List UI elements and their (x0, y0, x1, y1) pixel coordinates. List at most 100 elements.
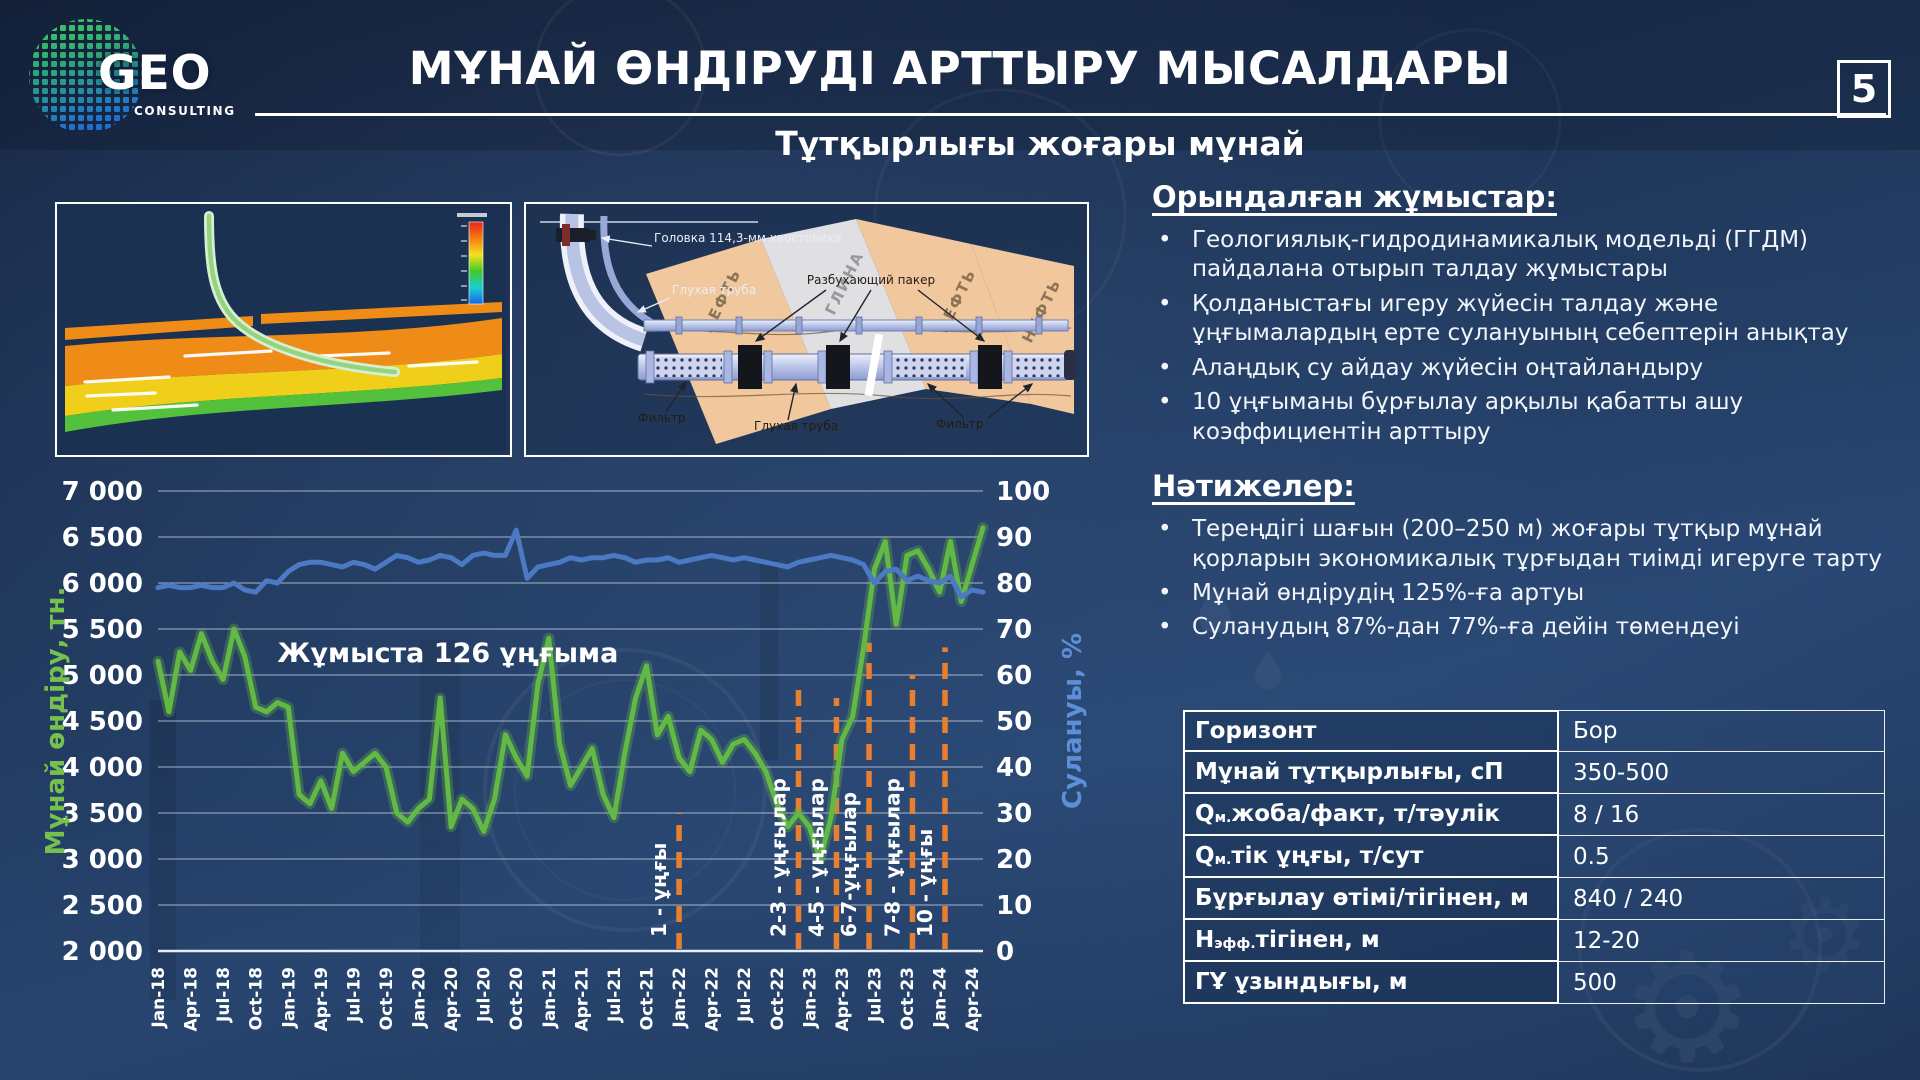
water-cut-line (155, 527, 986, 600)
completed-works-heading: Орындалған жұмыстар: (1152, 180, 1557, 214)
y-right-tick: 40 (996, 753, 1032, 783)
y-right-tick: 30 (996, 799, 1032, 829)
wells-in-operation-annotation: Жұмыста 126 ұңғыма (277, 638, 618, 669)
x-tick: Oct-21 (638, 967, 658, 1030)
blind-pipe-bottom-label: Глухая труба (754, 419, 838, 433)
value-cell: 500 (1559, 962, 1885, 1004)
x-tick: Apr-22 (703, 967, 723, 1031)
right-column: Орындалған жұмыстар: • Геологиялық-гидрод… (1152, 180, 1882, 648)
well-completion-schematic: НЕФТЬ ГЛИНА НЕФТЬ НЕФТЬ (524, 202, 1089, 457)
y-right-tick: 20 (996, 845, 1032, 875)
y-right-tick: 100 (996, 477, 1050, 507)
bullet-item: • Мұнай өндірудің 125%-ға артуы (1158, 579, 1585, 606)
value-cell: 8 / 16 (1559, 794, 1885, 836)
y-left-tick: 6 500 (62, 523, 143, 553)
pipe-collars (645, 350, 1013, 384)
x-tick: Jul-21 (605, 967, 625, 1023)
x-tick: Jul-20 (475, 967, 495, 1023)
filter-right-label: Фильтр (936, 417, 983, 431)
horizontal-wells (83, 349, 479, 412)
x-tick: Apr-24 (963, 967, 983, 1032)
x-tick: Oct-18 (247, 967, 267, 1030)
liner-toe (1064, 350, 1076, 380)
production-chart: 7 000 100 6 500 90 6 000 80 5 500 70 5 000 60 4 50… (38, 466, 1098, 1066)
globe-icon (29, 19, 143, 133)
x-tick: Jan-21 (540, 967, 560, 1029)
oil-band (646, 239, 831, 444)
y-right-tick: 90 (996, 523, 1032, 553)
x-tick: Apr-21 (572, 967, 592, 1031)
stratum-sliver (261, 302, 502, 324)
value-cell: 0.5 (1559, 836, 1885, 878)
event-label: 10 - ұңғы (913, 829, 937, 937)
param-cell: Бұрғылау өтімі/тігінен, м (1183, 878, 1559, 920)
results-list: • Тереңдігі шағын (200–250 м) жоғары тұтқ… (1152, 515, 1882, 643)
x-tick: Jan-23 (800, 967, 820, 1029)
bullet-item: • Тереңдігі шағын (200–250 м) жоғары тұтқ… (1158, 516, 1882, 572)
table-row: ГҰ ұзындығы, м 500 (1183, 962, 1885, 1004)
bullet-item: • Алаңдық су айдау жүйесін оңтайландыру (1158, 354, 1704, 381)
colorbar (468, 221, 484, 305)
results-heading: Нәтижелер: (1152, 469, 1355, 504)
swell-packer-label: Разбухающий пакер (807, 273, 935, 287)
x-tick: Oct-22 (768, 967, 788, 1030)
x-tick: Apr-20 (442, 967, 462, 1032)
stratum-sliver (65, 316, 253, 340)
value-cell: 350-500 (1559, 752, 1885, 794)
geo-consulting-logo: GEO CONSULTING (14, 6, 264, 141)
y-left-tick: 2 000 (62, 937, 143, 967)
x-tick: Oct-23 (898, 967, 918, 1030)
event-label: 2-3 - ұңғылар (767, 778, 791, 937)
param-cell: Мұнай тұтқырлығы, сП (1183, 752, 1559, 794)
value-cell: Бор (1559, 710, 1885, 752)
completed-works-list: • Геологиялық-гидродинамикалық модельді (… (1152, 226, 1882, 447)
y-left-tick: 4 000 (62, 753, 143, 783)
x-tick: Jul-23 (865, 967, 885, 1023)
y-left-tick: 5 500 (62, 615, 143, 645)
logo-brand: GEO (98, 46, 212, 101)
x-tick: Apr-19 (312, 967, 332, 1031)
y-right-tick: 10 (996, 891, 1032, 921)
event-label: 1 - ұңғы (647, 843, 671, 937)
y-left-tick: 4 500 (62, 707, 143, 737)
value-cell: 12-20 (1559, 920, 1885, 962)
x-tick: Jan-24 (931, 967, 951, 1029)
y-left-tick: 3 500 (62, 799, 143, 829)
header-divider (255, 113, 1886, 116)
event-label: 7-8 - ұңғылар (880, 778, 904, 937)
y-right-tick: 50 (996, 707, 1032, 737)
x-tick: Jul-19 (344, 967, 364, 1023)
y-left-tick: 5 000 (62, 661, 143, 691)
table-row: Бұрғылау өтімі/тігінен, м 840 / 240 (1183, 878, 1885, 920)
table-row: Мұнай тұтқырлығы, сП 350-500 (1183, 752, 1885, 794)
bullet-item: • Геологиялық-гидродинамикалық модельді (… (1158, 227, 1809, 283)
param-cell: ГҰ ұзындығы, м (1183, 962, 1559, 1004)
y-left-axis-title: Мұнай өндіру, тн. (41, 587, 71, 856)
bullet-item: • Қолданыстағы игеру жүйесін талдау және … (1158, 290, 1849, 347)
svg-text:⚙: ⚙ (1780, 877, 1870, 994)
break-marker (864, 333, 884, 397)
blind-pipe-top-label: Глухая труба (672, 283, 756, 297)
logo-tagline: CONSULTING (134, 104, 236, 118)
y-right-tick: 70 (996, 615, 1032, 645)
svg-text:⚙: ⚙ (1620, 922, 1754, 1080)
x-tick: Apr-23 (833, 967, 853, 1031)
slide-number-badge: 5 (1837, 60, 1891, 118)
x-tick: Jul-22 (735, 967, 755, 1023)
x-tick: Jan-18 (149, 967, 169, 1029)
page-title: МҰНАЙ ӨНДІРУДІ АРТТЫРУ МЫСАЛДАРЫ (408, 42, 1512, 95)
y-left-tick: 3 000 (62, 845, 143, 875)
page-subtitle: Тұтқырлығы жоғары мұнай (775, 124, 1305, 163)
x-tick: Jan-22 (670, 967, 690, 1029)
filter-left-label: Фильтр (638, 411, 685, 425)
table-row: Горизонт Бор (1183, 710, 1885, 752)
y-right-tick: 0 (996, 937, 1014, 967)
stratum-green (65, 378, 502, 432)
value-cell: 840 / 240 (1559, 878, 1885, 920)
